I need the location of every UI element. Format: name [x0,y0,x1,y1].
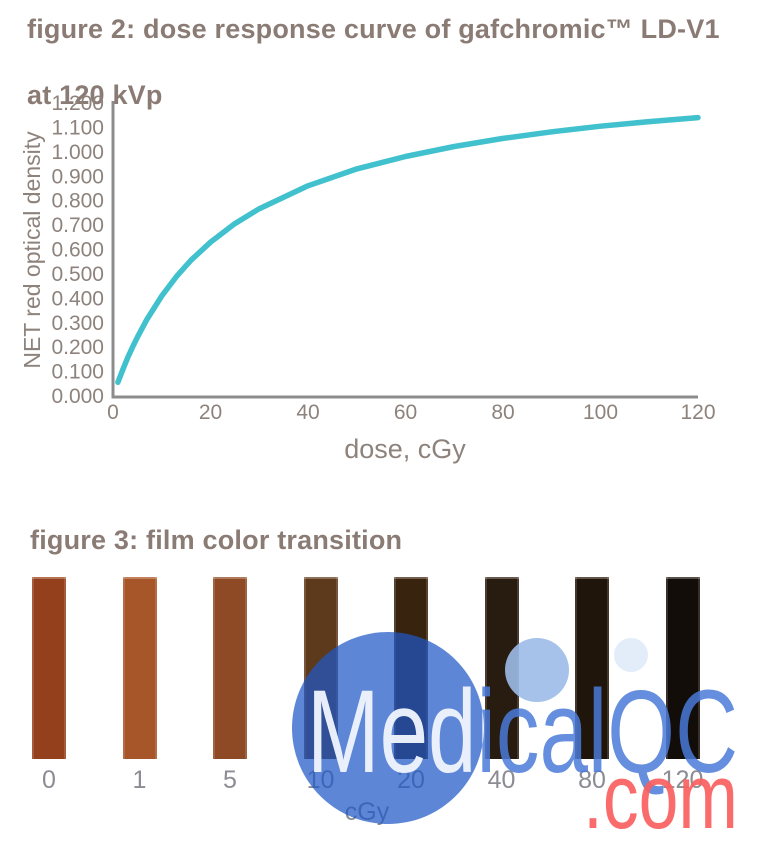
y-tick-label: 1.200 [51,92,104,115]
y-tick-label: 0.000 [51,385,104,408]
x-tick-label: 60 [394,401,417,424]
y-tick-label: 0.800 [51,190,104,213]
strip-dose-label: 5 [223,766,237,794]
dose-response-curve [115,114,701,386]
film-strip-5cgy [213,577,247,759]
x-axis-tick-labels: 0 20 40 60 80 100 120 [107,401,715,424]
x-tick-label: 0 [107,401,119,424]
figure2-title-line2: at 120 kVp [27,80,163,110]
x-tick-label: 80 [491,401,514,424]
figure3-title: figure 3: film color transition [30,525,403,555]
y-axis-tick-labels: 0.0000.1000.2000.3000.4000.5000.6000.700… [51,92,104,408]
y-tick-label: 0.200 [51,336,104,359]
strip-dose-label: 1 [132,766,147,794]
y-tick-label: 1.100 [51,116,104,139]
y-tick-label: 0.100 [51,361,104,384]
figure2-title-line1: figure 2: dose response curve of gafchro… [27,14,720,44]
strip-dose-label: 40 [487,766,516,794]
strip-dose-label: 120 [661,766,704,794]
y-axis-title: NET red optical density [19,131,45,369]
watermark-circle-medium [505,638,569,702]
y-tick-label: 0.900 [51,165,104,188]
film-strip-120cgy [665,577,700,759]
film-strip-0cgy [32,577,66,759]
x-axis-title: dose, cGy [344,434,466,464]
y-tick-label: 0.700 [51,214,104,237]
watermark-circle-large [292,632,484,824]
y-tick-label: 0.400 [51,287,104,310]
x-tick-label: 120 [680,401,715,424]
dose-response-chart: 0.0000.1000.2000.3000.4000.5000.6000.700… [19,92,716,464]
x-tick-label: 100 [583,401,618,424]
watermark-suffix: .com [583,746,738,848]
x-tick-label: 20 [199,401,222,424]
y-tick-label: 0.300 [51,312,104,335]
y-tick-label: 1.000 [51,141,104,164]
figure2-title: figure 2: dose response curve of gafchro… [27,13,727,112]
x-tick-label: 40 [296,401,319,424]
watermark-text-blue: MedicalQC [307,666,738,798]
film-strip-80cgy [575,577,609,759]
y-tick-label: 0.500 [51,263,104,286]
strip-dose-label: 0 [42,766,56,794]
y-tick-label: 0.600 [51,239,104,262]
watermark-text-white: MedicalQC [307,666,738,798]
watermark-circle-small [614,638,648,672]
film-strip-1cgy [122,577,157,759]
strip-dose-label: 80 [578,766,606,794]
